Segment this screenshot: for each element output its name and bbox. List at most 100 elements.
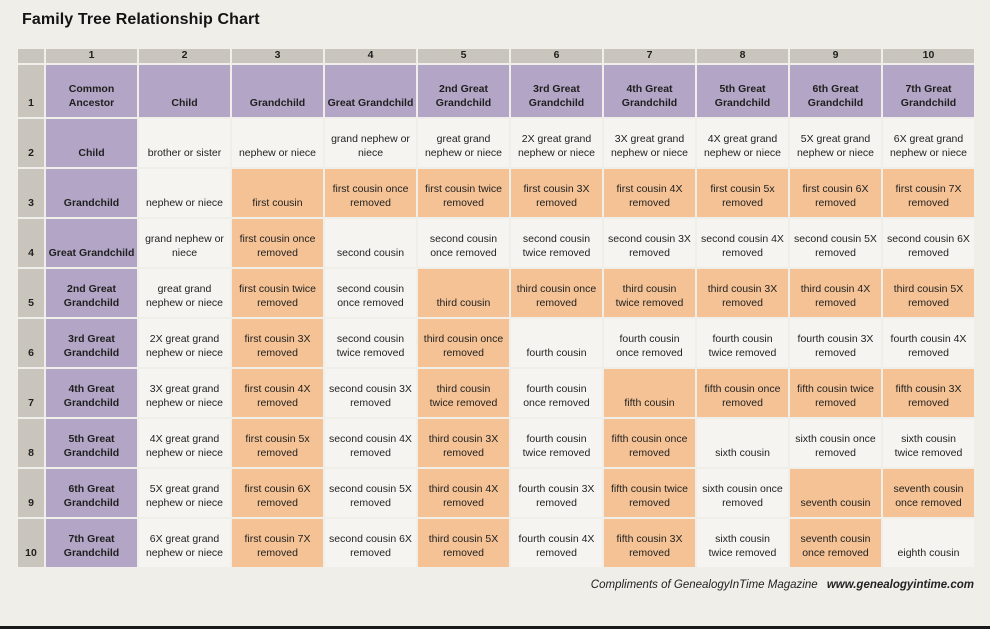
cell-r5-c9: third cousin 4X removed	[788, 267, 883, 319]
cell-r9-c4: second cousin 5X removed	[323, 467, 418, 519]
row-number-4: 4	[16, 217, 46, 269]
cell-r9-c9: seventh cousin	[788, 467, 883, 519]
row-number-6: 6	[16, 317, 46, 369]
cell-r2-c6: 2X great grand nephew or niece	[509, 117, 604, 169]
cell-r10-c7: fifth cousin 3X removed	[602, 517, 697, 569]
corner-cell	[16, 47, 46, 65]
table-row-8: 8 5th Great Grandchild 4X great grand neph…	[16, 417, 976, 469]
header-cell-3: Grandchild	[230, 63, 325, 119]
column-number-2: 2	[137, 47, 232, 65]
column-number-9: 9	[788, 47, 883, 65]
row-label-4: Great Grandchild	[44, 217, 139, 269]
cell-r8-c10: sixth cousin twice removed	[881, 417, 976, 469]
cell-r9-c3: first cousin 6X removed	[230, 467, 325, 519]
cell-r10-c5: third cousin 5X removed	[416, 517, 511, 569]
row-label-5: 2nd Great Grandchild	[44, 267, 139, 319]
column-number-4: 4	[323, 47, 418, 65]
cell-r5-c8: third cousin 3X removed	[695, 267, 790, 319]
table-row-9: 9 6th Great Grandchild 5X great grand neph…	[16, 467, 976, 519]
cell-r2-c8: 4X great grand nephew or niece	[695, 117, 790, 169]
cell-r6-c8: fourth cousin twice removed	[695, 317, 790, 369]
cell-r2-c4: grand nephew or niece	[323, 117, 418, 169]
header-row: 1 Common Ancestor Child Grandchild Great Gra…	[16, 63, 976, 119]
cell-r4-c3: first cousin once removed	[230, 217, 325, 269]
cell-r4-c2: grand nephew or niece	[137, 217, 232, 269]
cell-r4-c10: second cousin 6X removed	[881, 217, 976, 269]
table-row-5: 5 2nd Great Grandchild great grand nephew …	[16, 267, 976, 319]
cell-r3-c10: first cousin 7X removed	[881, 167, 976, 219]
row-number-9: 9	[16, 467, 46, 519]
row-number-1: 1	[16, 63, 46, 119]
column-number-10: 10	[881, 47, 976, 65]
footer-credit: Compliments of GenealogyInTime Magazine …	[591, 579, 974, 591]
row-number-2: 2	[16, 117, 46, 169]
cell-r6-c3: first cousin 3X removed	[230, 317, 325, 369]
column-number-8: 8	[695, 47, 790, 65]
cell-r4-c7: second cousin 3X removed	[602, 217, 697, 269]
cell-r8-c2: 4X great grand nephew or niece	[137, 417, 232, 469]
page-title: Family Tree Relationship Chart	[22, 11, 260, 28]
column-number-row: 1 2 3 4 5 6 7 8 9 10	[16, 47, 976, 65]
cell-r3-c4: first cousin once removed	[323, 167, 418, 219]
header-cell-2: Child	[137, 63, 232, 119]
cell-r7-c5: third cousin twice removed	[416, 367, 511, 419]
table-row-2: 2 Child brother or sister nephew or niece gr…	[16, 117, 976, 169]
cell-r10-c2: 6X great grand nephew or niece	[137, 517, 232, 569]
column-number-5: 5	[416, 47, 511, 65]
table-row-6: 6 3rd Great Grandchild 2X great grand neph…	[16, 317, 976, 369]
cell-r5-c10: third cousin 5X removed	[881, 267, 976, 319]
cell-r8-c8: sixth cousin	[695, 417, 790, 469]
cell-r10-c8: sixth cousin twice removed	[695, 517, 790, 569]
cell-r3-c5: first cousin twice removed	[416, 167, 511, 219]
cell-r2-c9: 5X great grand nephew or niece	[788, 117, 883, 169]
cell-r3-c9: first cousin 6X removed	[788, 167, 883, 219]
row-number-5: 5	[16, 267, 46, 319]
cell-r8-c5: third cousin 3X removed	[416, 417, 511, 469]
cell-r9-c5: third cousin 4X removed	[416, 467, 511, 519]
column-number-6: 6	[509, 47, 604, 65]
cell-r6-c10: fourth cousin 4X removed	[881, 317, 976, 369]
cell-r2-c7: 3X great grand nephew or niece	[602, 117, 697, 169]
cell-r7-c10: fifth cousin 3X removed	[881, 367, 976, 419]
cell-r8-c6: fourth cousin twice removed	[509, 417, 604, 469]
cell-r4-c8: second cousin 4X removed	[695, 217, 790, 269]
cell-r7-c7: fifth cousin	[602, 367, 697, 419]
row-label-9: 6th Great Grandchild	[44, 467, 139, 519]
cell-r6-c9: fourth cousin 3X removed	[788, 317, 883, 369]
row-number-7: 7	[16, 367, 46, 419]
relationship-table: 1 2 3 4 5 6 7 8 9 10 1 Common Ancestor Child Grandchi…	[16, 47, 976, 569]
cell-r2-c5: great grand nephew or niece	[416, 117, 511, 169]
cell-r6-c7: fourth cousin once removed	[602, 317, 697, 369]
cell-r2-c10: 6X great grand nephew or niece	[881, 117, 976, 169]
cell-r9-c2: 5X great grand nephew or niece	[137, 467, 232, 519]
cell-r3-c7: first cousin 4X removed	[602, 167, 697, 219]
footer-credit-text: Compliments of GenealogyInTime Magazine	[590, 579, 818, 591]
header-cell-6: 3rd Great Grandchild	[509, 63, 604, 119]
row-number-8: 8	[16, 417, 46, 469]
row-label-7: 4th Great Grandchild	[44, 367, 139, 419]
row-label-8: 5th Great Grandchild	[44, 417, 139, 469]
cell-r10-c6: fourth cousin 4X removed	[509, 517, 604, 569]
cell-r4-c9: second cousin 5X removed	[788, 217, 883, 269]
cell-r8-c7: fifth cousin once removed	[602, 417, 697, 469]
cell-r6-c4: second cousin twice removed	[323, 317, 418, 369]
cell-r10-c4: second cousin 6X removed	[323, 517, 418, 569]
cell-r10-c3: first cousin 7X removed	[230, 517, 325, 569]
cell-r8-c3: first cousin 5x removed	[230, 417, 325, 469]
cell-r3-c2: nephew or niece	[137, 167, 232, 219]
cell-r5-c4: second cousin once removed	[323, 267, 418, 319]
cell-r7-c9: fifth cousin twice removed	[788, 367, 883, 419]
cell-r7-c4: second cousin 3X removed	[323, 367, 418, 419]
cell-r7-c8: fifth cousin once removed	[695, 367, 790, 419]
cell-r5-c7: third cousin twice removed	[602, 267, 697, 319]
row-label-6: 3rd Great Grandchild	[44, 317, 139, 369]
column-number-3: 3	[230, 47, 325, 65]
table-row-4: 4 Great Grandchild grand nephew or niece fi…	[16, 217, 976, 269]
cell-r4-c6: second cousin twice removed	[509, 217, 604, 269]
cell-r6-c2: 2X great grand nephew or niece	[137, 317, 232, 369]
table-row-7: 7 4th Great Grandchild 3X great grand neph…	[16, 367, 976, 419]
cell-r3-c6: first cousin 3X removed	[509, 167, 604, 219]
cell-r2-c3: nephew or niece	[230, 117, 325, 169]
cell-r5-c5: third cousin	[416, 267, 511, 319]
row-label-10: 7th Great Grandchild	[44, 517, 139, 569]
